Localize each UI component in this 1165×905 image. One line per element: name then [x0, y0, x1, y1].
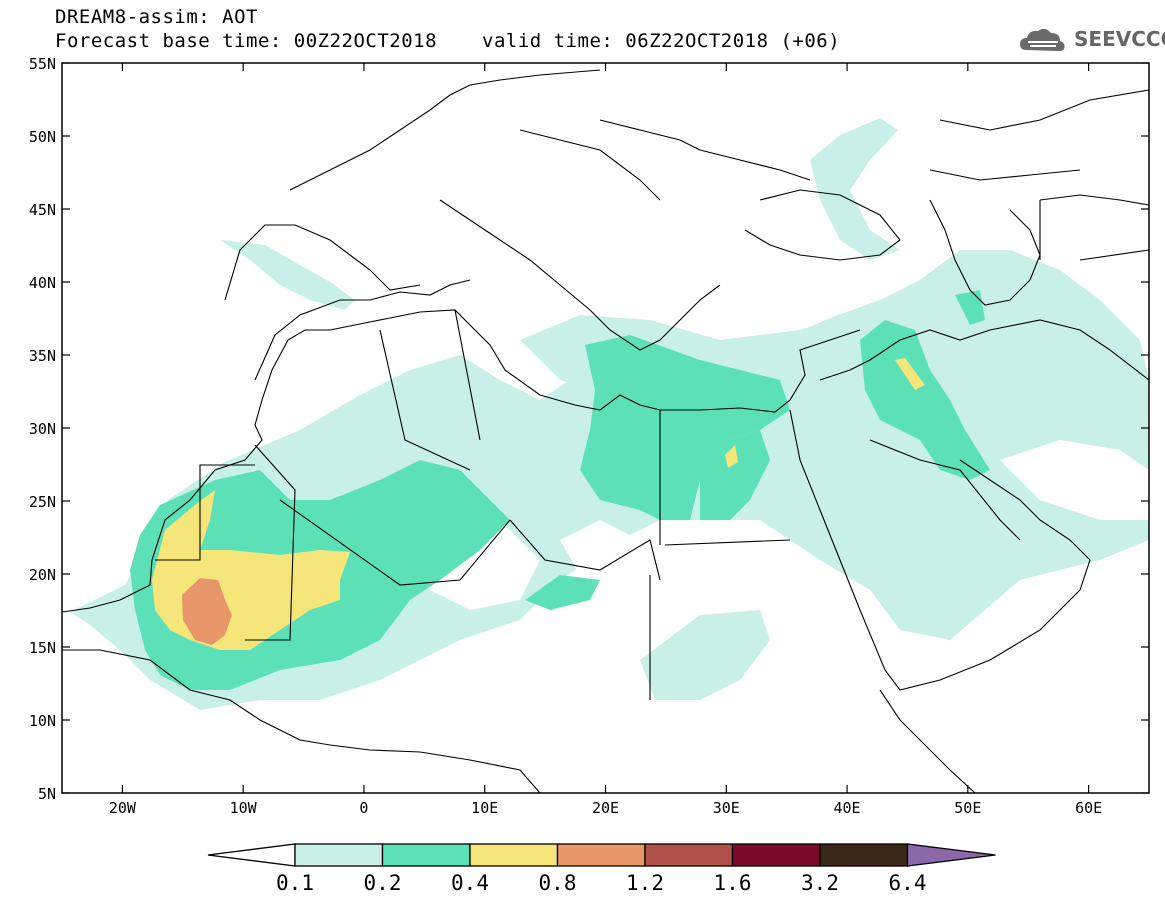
lat-tick-label: 55N [29, 55, 56, 73]
valid-time: valid time: 06Z22OCT2018 (+06) [482, 30, 841, 52]
aot-0.4-iraq [895, 358, 925, 390]
colorbar-label: 0.2 [364, 871, 402, 895]
map-title: DREAM8-assim: AOT [55, 6, 258, 28]
lon-tick-label: 10W [230, 799, 258, 817]
lon-tick-label: 30E [713, 799, 740, 817]
lon-tick-label: 50E [954, 799, 981, 817]
lon-tick-label: 0 [359, 799, 368, 817]
colorbar-over-arrow [906, 843, 996, 867]
axis-ticks: 55N 50N 45N 40N 35N 30N 25N 20N 15N 10N 5N 20W 10W 0 1… [29, 55, 1149, 817]
colorbar-label: 6.4 [889, 871, 927, 895]
aot-0.1-iberia [220, 240, 355, 310]
colorbar-segment [644, 843, 734, 867]
lat-tick-label: 20N [29, 566, 56, 584]
lat-tick-label: 5N [38, 785, 56, 803]
colorbar: 0.1 0.2 0.4 0.8 1.2 1.6 3.2 6.4 [207, 843, 996, 895]
lat-tick-label: 50N [29, 128, 56, 146]
lon-tick-label: 20W [109, 799, 137, 817]
logo-text: SEEVCCC [1074, 27, 1165, 51]
colorbar-under-arrow [207, 843, 296, 867]
aot-0.2-iraq [860, 320, 990, 480]
lat-tick-label: 25N [29, 493, 56, 511]
colorbar-segment [819, 843, 909, 867]
lon-tick-label: 40E [834, 799, 861, 817]
colorbar-segment [381, 843, 471, 867]
aot-0.1-sahel [640, 610, 770, 700]
aot-0.2-libya [580, 335, 790, 520]
colorbar-label: 1.2 [626, 871, 664, 895]
lat-tick-label: 15N [29, 639, 56, 657]
colorbar-label: 0.8 [539, 871, 577, 895]
aot-0.2-egypt [700, 430, 770, 520]
colorbar-label: 1.6 [714, 871, 752, 895]
cloud-icon [1020, 28, 1065, 51]
colorbar-label: 3.2 [801, 871, 839, 895]
lat-tick-label: 40N [29, 274, 56, 292]
colorbar-segment [731, 843, 821, 867]
aot-0.2-chad [525, 575, 600, 610]
forecast-base-time: Forecast base time: 00Z22OCT2018 [55, 30, 438, 52]
aot-0.2-caucasus [955, 290, 985, 325]
colorbar-segment [469, 843, 559, 867]
lat-tick-label: 35N [29, 347, 56, 365]
colorbar-label: 0.4 [451, 871, 489, 895]
colorbar-label: 0.1 [276, 871, 314, 895]
lon-tick-label: 10E [471, 799, 498, 817]
aot-0.8-mali [182, 578, 232, 645]
lon-tick-label: 60E [1075, 799, 1102, 817]
colorbar-segment [556, 843, 646, 867]
lon-tick-label: 20E [592, 799, 619, 817]
coastlines-and-borders [62, 69, 1149, 793]
lat-tick-label: 30N [29, 420, 56, 438]
lat-tick-label: 10N [29, 712, 56, 730]
aot-contours [70, 118, 1149, 710]
aot-0.4-egypt [725, 445, 738, 468]
colorbar-segment [294, 843, 384, 867]
aot-0.1-caspian [810, 118, 900, 260]
lat-tick-label: 45N [29, 201, 56, 219]
